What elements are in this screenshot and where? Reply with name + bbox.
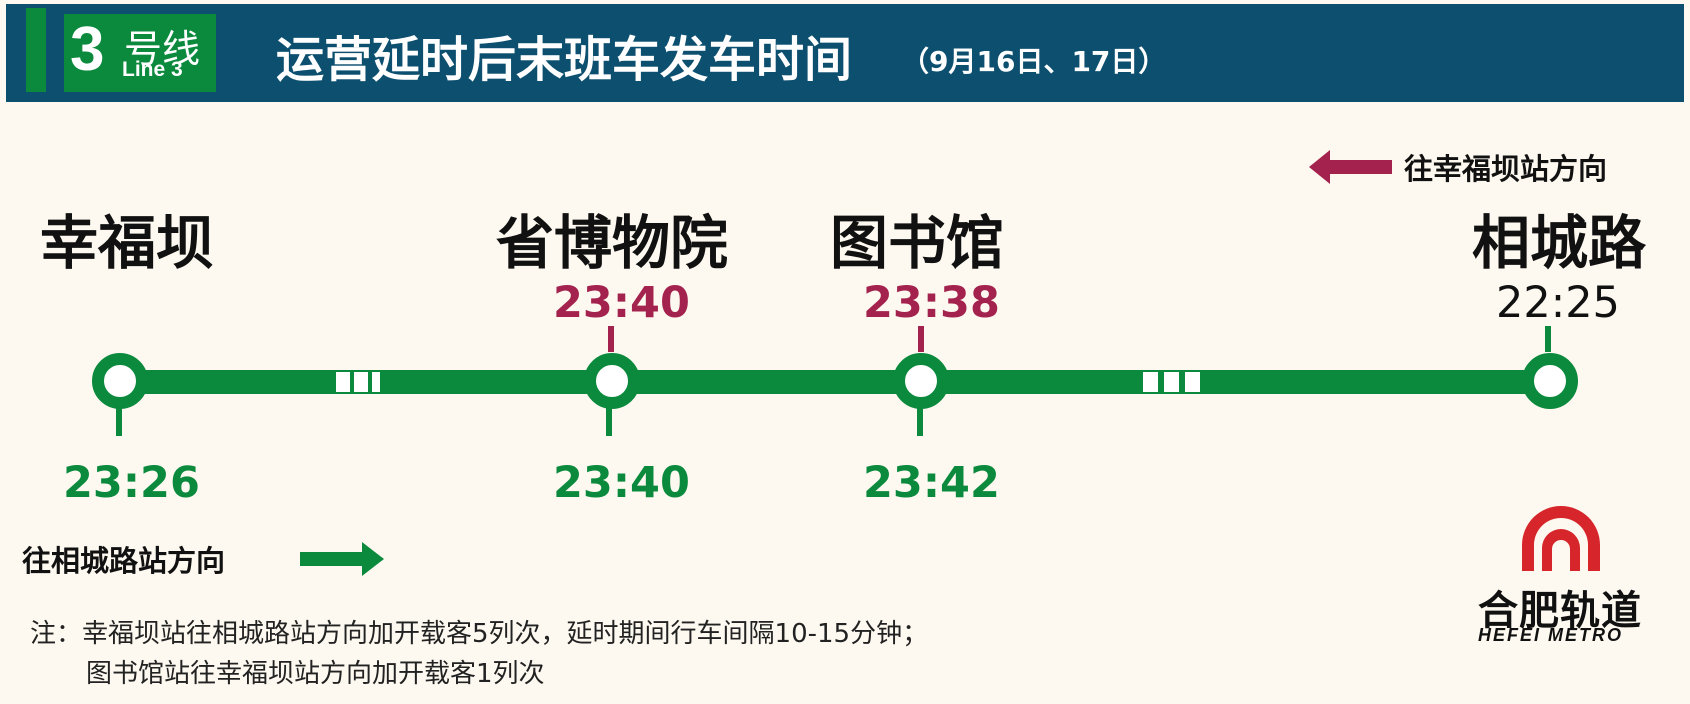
station-node-xiangchenglu [1522,353,1578,409]
station-tick [608,326,614,352]
station-node-shengbowuyuan [584,353,640,409]
track-break-marker [336,372,380,392]
station-tick [1545,326,1551,352]
direction-label-to-xingfuba: 往幸福坝站方向 [1404,152,1608,186]
station-tick [606,400,612,436]
station-name-xingfuba: 幸福坝 [40,209,215,277]
arrow-left-icon [1309,150,1392,184]
logo-text-cn: 合肥轨道 [1478,588,1642,634]
line-badge [64,14,216,92]
station-name-tushuguan: 图书馆 [830,209,1005,277]
time-to-xingfuba-shengbowuyuan: 23:40 [553,278,690,328]
header-banner: 3 号线 Line 3 运营延时后末班车发车时间 （9月16日、17日） [6,4,1684,102]
line-label-cn: 号线 [124,27,201,71]
header-accent-bar [26,8,46,92]
hefei-metro-logo-icon [1522,506,1600,571]
time-to-xiangchenglu-shengbowuyuan: 23:40 [553,458,690,508]
direction-label-to-xiangchenglu: 往相城路站方向 [22,544,226,578]
time-to-xingfuba-xiangchenglu: 22:25 [1496,278,1620,328]
arrow-right-icon [300,542,384,576]
station-node-xingfuba [92,353,148,409]
logo-text-en: HEFEI METRO [1478,625,1624,645]
station-tick [116,400,122,436]
station-name-xiangchenglu: 相城路 [1472,209,1647,277]
track-break-marker [1143,372,1200,392]
station-name-shengbowuyuan: 省博物院 [496,209,729,277]
page-subtitle: （9月16日、17日） [901,45,1167,78]
footnote-line-2: 图书馆站往幸福坝站方向加开载客1列次 [86,659,545,689]
footnote: 注：幸福坝站往相城路站方向加开载客5列次，延时期间行车间隔10-15分钟； 图书… [30,614,928,694]
station-tick [917,400,923,436]
time-to-xiangchenglu-tushuguan: 23:42 [863,458,1000,508]
line-number: 3 [70,15,105,84]
station-node-tushuguan [893,353,949,409]
line-track [118,370,1550,394]
time-to-xingfuba-tushuguan: 23:38 [863,278,1000,328]
page-title: 运营延时后末班车发车时间 [276,32,853,88]
station-tick [918,326,924,352]
footnote-line-1: 注：幸福坝站往相城路站方向加开载客5列次，延时期间行车间隔10-15分钟； [30,619,929,649]
line-label-en: Line 3 [122,58,183,81]
time-to-xiangchenglu-xingfuba: 23:26 [63,458,200,508]
